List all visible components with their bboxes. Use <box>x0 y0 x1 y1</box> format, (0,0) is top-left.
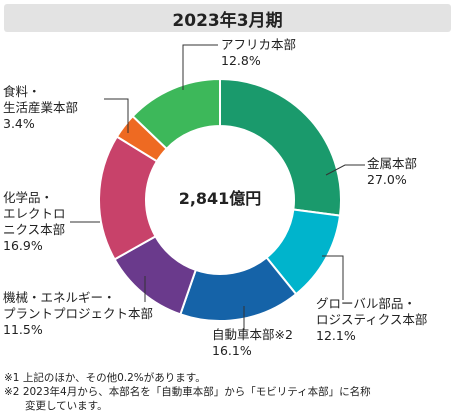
leader-line-5 <box>104 98 129 133</box>
slice-label-3-line-1: プラントプロジェクト本部 <box>3 306 154 321</box>
slice-label-1-line-1: ロジスティクス本部 <box>316 312 428 327</box>
slice-label-5-line-0: 食料・ <box>3 84 41 99</box>
donut-slices <box>98 77 342 322</box>
slice-value-5: 3.4% <box>3 116 35 131</box>
slice-label-0-line-0: 金属本部 <box>367 156 418 171</box>
footnotes: ※1 上記のほか、その他0.2%があります。 ※2 2023年4月から、本部名を… <box>4 371 371 413</box>
slice-label-6: アフリカ本部 12.8% <box>221 37 296 69</box>
slice-label-5: 食料・ 生活産業本部 3.4% <box>3 84 78 132</box>
footnote-1: ※1 上記のほか、その他0.2%があります。 <box>4 372 206 384</box>
leader-line-1 <box>322 255 344 300</box>
slice-label-6-line-0: アフリカ本部 <box>221 37 297 52</box>
slice-value-0: 27.0% <box>367 172 407 187</box>
center-total-label: 2,841億円 <box>179 189 262 208</box>
slice-label-0: 金属本部 27.0% <box>367 156 417 188</box>
slice-label-2-line-0: 自動車本部※2 <box>212 327 293 342</box>
leader-line-6 <box>182 44 218 90</box>
footnote-2-cont: 変更しています。 <box>4 400 108 412</box>
slice-value-6: 12.8% <box>221 53 261 68</box>
slice-label-3-line-0: 機械・エネルギー・ <box>3 290 116 305</box>
slice-value-1: 12.1% <box>316 328 356 343</box>
slice-label-3: 機械・エネルギー・ プラントプロジェクト本部 11.5% <box>3 290 153 338</box>
slice-label-4-line-2: ニクス本部 <box>3 222 66 237</box>
leader-lines <box>70 44 365 330</box>
slice-label-4-line-1: エレクトロ <box>3 206 66 221</box>
slice-0 <box>219 77 342 217</box>
slice-label-5-line-1: 生活産業本部 <box>3 100 79 115</box>
slice-label-4: 化学品・ エレクトロ ニクス本部 16.9% <box>3 190 66 254</box>
slice-value-4: 16.9% <box>3 238 43 253</box>
slice-value-3: 11.5% <box>3 322 43 337</box>
slice-label-2: 自動車本部※2 16.1% <box>212 327 293 359</box>
slice-label-1: グローバル部品・ ロジスティクス本部 12.1% <box>316 296 427 344</box>
chart-title: 2023年3月期 <box>4 4 451 32</box>
leader-line-0 <box>325 164 365 176</box>
slice-label-4-line-0: 化学品・ <box>3 190 54 205</box>
footnote-2: ※2 2023年4月から、本部名を「自動車本部」から「モビリティ本部」に名称 <box>4 386 371 398</box>
slice-label-1-line-0: グローバル部品・ <box>316 296 416 311</box>
slice-value-2: 16.1% <box>212 343 252 358</box>
slice-6 <box>131 77 221 151</box>
